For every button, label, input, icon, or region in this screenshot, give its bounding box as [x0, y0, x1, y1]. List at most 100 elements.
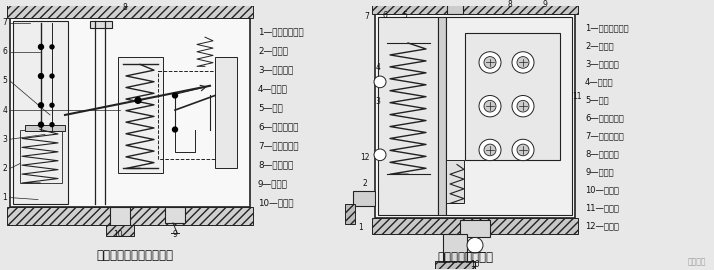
Text: 3: 3 [3, 135, 7, 144]
Circle shape [512, 139, 534, 161]
Bar [372, 218, 578, 234]
Circle shape [374, 149, 386, 161]
Text: 10—电线套: 10—电线套 [258, 198, 293, 207]
Text: 1: 1 [3, 193, 7, 202]
Bar [106, 225, 134, 237]
Bar [25, 125, 65, 130]
Bar [7, 0, 253, 18]
Bar [438, 17, 446, 215]
Text: 7: 7 [3, 18, 7, 27]
Text: 5—杠杆: 5—杠杆 [258, 103, 283, 112]
Text: 6—差动设定杆: 6—差动设定杆 [585, 113, 624, 123]
Bar [90, 21, 112, 28]
Text: 1—压力信号接口: 1—压力信号接口 [585, 23, 628, 33]
Text: 10—电线套: 10—电线套 [585, 185, 619, 194]
Bar [375, 14, 575, 218]
Text: 1: 1 [358, 223, 363, 232]
Bar [446, 17, 572, 215]
Text: 8: 8 [123, 4, 127, 12]
Circle shape [374, 76, 386, 88]
Text: 9—电触点: 9—电触点 [585, 167, 613, 177]
Circle shape [517, 100, 529, 112]
Circle shape [484, 144, 496, 156]
Circle shape [50, 74, 54, 78]
Text: 12—接地端: 12—接地端 [585, 221, 619, 230]
Bar [353, 191, 375, 206]
Text: 4: 4 [3, 106, 7, 114]
Circle shape [173, 93, 178, 98]
Text: 3: 3 [376, 97, 381, 106]
Bar [118, 57, 163, 173]
Text: 3—差动弹簧: 3—差动弹簧 [585, 59, 619, 69]
Text: 7: 7 [365, 12, 369, 21]
Text: 7—压力设定杆: 7—压力设定杆 [258, 141, 298, 150]
Text: 2—波纹管: 2—波纹管 [258, 46, 288, 55]
Circle shape [484, 57, 496, 68]
Text: 8: 8 [508, 0, 513, 9]
Bar [158, 71, 230, 159]
Text: 8—翻转开关: 8—翻转开关 [585, 150, 619, 158]
Text: 6—差动设定杆: 6—差动设定杆 [258, 122, 298, 131]
Text: 暖通南社: 暖通南社 [688, 258, 706, 267]
Bar [378, 17, 438, 215]
Bar [446, 160, 464, 203]
Text: 8—翻转开关: 8—翻转开关 [258, 160, 293, 169]
Text: 7—压力设定杆: 7—压力设定杆 [585, 131, 624, 140]
Text: 12: 12 [361, 153, 370, 162]
Text: 4—主弹簧: 4—主弹簧 [258, 84, 288, 93]
Text: 6: 6 [3, 47, 7, 56]
Text: 5—杠杆: 5—杠杆 [585, 96, 608, 104]
Text: 9: 9 [543, 0, 548, 9]
Circle shape [479, 96, 501, 117]
Circle shape [135, 97, 141, 103]
Circle shape [517, 144, 529, 156]
Circle shape [39, 122, 44, 127]
Bar [20, 130, 62, 183]
Circle shape [39, 45, 44, 49]
Bar [7, 207, 253, 225]
Text: 11—接线柱: 11—接线柱 [585, 203, 619, 212]
Text: 1—压力信号接口: 1—压力信号接口 [258, 28, 303, 36]
Circle shape [50, 103, 54, 107]
Text: 9: 9 [173, 230, 178, 239]
Circle shape [512, 52, 534, 73]
Circle shape [467, 237, 483, 253]
Bar [435, 261, 475, 270]
Circle shape [39, 74, 44, 79]
Bar [345, 204, 355, 224]
Text: 10: 10 [114, 230, 123, 239]
Bar [465, 33, 560, 160]
Text: 5: 5 [403, 11, 408, 20]
Circle shape [517, 57, 529, 68]
Circle shape [39, 103, 44, 108]
Bar [13, 21, 68, 204]
Circle shape [50, 123, 54, 127]
Circle shape [173, 127, 178, 132]
Text: 压力控制器结构图: 压力控制器结构图 [437, 251, 493, 264]
Text: 4: 4 [376, 63, 381, 72]
Circle shape [50, 45, 54, 49]
Circle shape [479, 139, 501, 161]
Bar [443, 234, 467, 263]
Bar [372, 0, 578, 14]
Bar [165, 207, 185, 223]
Text: 2: 2 [3, 164, 7, 173]
Text: 压力控制器的典型原理图: 压力控制器的典型原理图 [96, 249, 174, 262]
Text: 11: 11 [572, 92, 582, 101]
Text: 2—波纹管: 2—波纹管 [585, 42, 613, 50]
Bar [110, 207, 130, 227]
Text: 6: 6 [383, 11, 388, 20]
Text: 3—差动弹簧: 3—差动弹簧 [258, 65, 293, 74]
Text: 9—电触点: 9—电触点 [258, 179, 288, 188]
Circle shape [512, 96, 534, 117]
Text: 2: 2 [363, 180, 368, 188]
Text: 4—主弹簧: 4—主弹簧 [585, 77, 613, 86]
Text: 5: 5 [3, 76, 7, 85]
Bar [447, 0, 463, 14]
Circle shape [479, 52, 501, 73]
Text: 10: 10 [471, 260, 480, 269]
Bar [28, 0, 46, 2]
Circle shape [484, 100, 496, 112]
Bar [10, 18, 250, 207]
Bar [460, 220, 490, 237]
